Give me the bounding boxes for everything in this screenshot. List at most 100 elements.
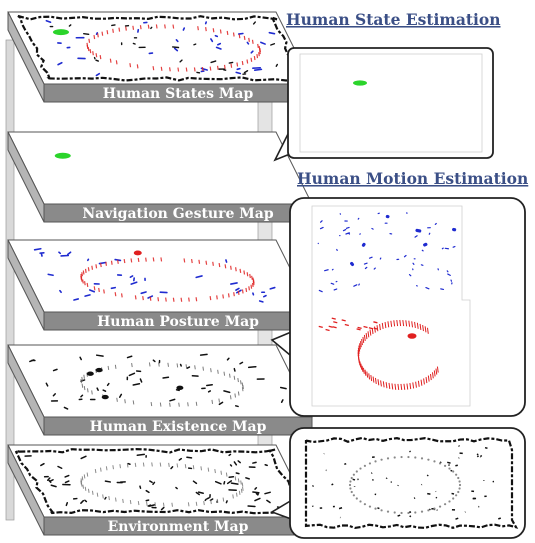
obstacle-mark bbox=[228, 61, 234, 64]
trajectory-mark bbox=[352, 473, 355, 476]
posture-red-mark bbox=[318, 325, 323, 329]
trajectory-mark bbox=[348, 483, 352, 487]
posture-blue-mark bbox=[324, 269, 329, 272]
obstacle-mark bbox=[68, 24, 72, 27]
obstacle-mark bbox=[447, 461, 451, 464]
obstacle-mark bbox=[409, 450, 412, 453]
trajectory-mark bbox=[438, 505, 442, 508]
trajectory-mark bbox=[427, 375, 430, 382]
posture-blue-mark bbox=[415, 228, 422, 233]
trajectory-mark bbox=[167, 362, 169, 367]
trajectory-mark bbox=[359, 500, 362, 503]
title-human-motion-estimation: Human Motion Estimation bbox=[297, 169, 528, 188]
trajectory-mark bbox=[402, 320, 405, 327]
obstacle-mark bbox=[230, 482, 239, 485]
obstacle-mark bbox=[57, 465, 63, 470]
trajectory-mark bbox=[151, 462, 153, 467]
person-blob bbox=[101, 394, 109, 400]
trajectory-mark bbox=[114, 497, 117, 502]
posture-blue-mark bbox=[361, 242, 366, 247]
obstacle-mark bbox=[210, 60, 217, 64]
posture-blue-mark bbox=[230, 282, 238, 285]
posture-blue-mark bbox=[353, 284, 358, 287]
existence-mark bbox=[63, 406, 69, 410]
trajectory-mark bbox=[201, 67, 204, 72]
layer-navigation-gesture: Navigation Gesture Map bbox=[7, 131, 313, 223]
posture-red-mark bbox=[363, 325, 368, 329]
trajectory-mark bbox=[384, 322, 387, 329]
trajectory-mark bbox=[399, 319, 402, 327]
posture-red-mark bbox=[332, 326, 337, 329]
trajectory-mark bbox=[112, 465, 114, 470]
posture-blue-mark bbox=[210, 38, 214, 43]
existence-mark bbox=[106, 382, 110, 387]
posture-blue-mark bbox=[59, 289, 62, 294]
trajectory-mark bbox=[426, 327, 429, 334]
obstacle-mark bbox=[48, 479, 52, 484]
trajectory-mark bbox=[188, 297, 190, 302]
trajectory-mark bbox=[365, 333, 368, 340]
obstacle-mark bbox=[136, 453, 145, 457]
obstacle-mark bbox=[206, 497, 210, 500]
person-blob bbox=[95, 367, 103, 373]
trajectory-mark bbox=[251, 282, 254, 288]
trajectory-mark bbox=[100, 262, 102, 268]
trajectory-mark bbox=[237, 290, 240, 295]
trajectory-mark bbox=[374, 377, 377, 385]
obstacle-mark bbox=[270, 43, 276, 46]
obstacle-mark bbox=[397, 484, 399, 487]
trajectory-mark bbox=[403, 383, 406, 390]
posture-red-marks bbox=[318, 317, 439, 391]
trajectory-mark bbox=[349, 480, 352, 483]
trajectory-mark bbox=[243, 270, 246, 275]
trajectory-mark bbox=[95, 53, 98, 58]
trajectory-mark bbox=[363, 334, 366, 342]
obstacle-mark bbox=[235, 472, 240, 475]
obstacle-mark bbox=[275, 63, 278, 67]
obstacle-mark bbox=[179, 59, 183, 63]
layer-side-face bbox=[7, 344, 45, 436]
trajectory-mark bbox=[227, 293, 230, 298]
trajectory-mark bbox=[393, 320, 396, 327]
trajectory-mark bbox=[172, 24, 175, 29]
posture-red-mark bbox=[341, 319, 346, 322]
obstacle-mark bbox=[455, 517, 459, 520]
trajectory-mark bbox=[112, 28, 114, 33]
trajectory-mark bbox=[216, 498, 219, 503]
obstacle-mark bbox=[225, 500, 228, 504]
obstacle-mark bbox=[132, 42, 136, 45]
trajectory-mark bbox=[176, 463, 179, 468]
callout-frame-environment bbox=[289, 427, 526, 539]
posture-blue-mark bbox=[373, 267, 376, 270]
trajectory-mark bbox=[236, 62, 239, 67]
layer-side-face bbox=[7, 444, 45, 536]
trajectory-mark bbox=[240, 380, 242, 385]
trajectory-mark bbox=[212, 261, 214, 266]
trajectory-mark bbox=[366, 371, 369, 378]
trajectory-mark bbox=[436, 366, 439, 373]
trajectory-mark bbox=[194, 365, 196, 370]
trajectory-mark bbox=[368, 373, 371, 380]
existence-mark bbox=[132, 383, 141, 386]
posture-red-mark bbox=[325, 328, 330, 332]
trajectory-mark bbox=[88, 38, 91, 43]
trajectory-mark bbox=[391, 383, 394, 390]
trajectory-mark bbox=[359, 343, 361, 350]
posture-blue-mark bbox=[319, 226, 324, 230]
trajectory-mark bbox=[458, 487, 461, 490]
trajectory-mark bbox=[225, 472, 228, 477]
gesture-marker bbox=[52, 29, 69, 36]
callout-pointer-environment bbox=[270, 499, 295, 521]
trajectory-mark bbox=[259, 50, 261, 55]
callout-human-motion: Human Motion Estimation bbox=[270, 169, 528, 417]
trajectory-mark bbox=[134, 462, 137, 467]
trajectory-mark bbox=[458, 483, 462, 487]
trajectory-mark bbox=[195, 297, 198, 302]
obstacle-mark bbox=[451, 492, 455, 495]
posture-red-mark bbox=[368, 327, 374, 330]
trajectory-mark bbox=[81, 383, 84, 388]
trajectory-mark bbox=[83, 281, 86, 286]
trajectory-mark bbox=[191, 258, 193, 264]
obstacle-mark bbox=[193, 43, 197, 46]
trajectory-mark bbox=[171, 502, 173, 507]
